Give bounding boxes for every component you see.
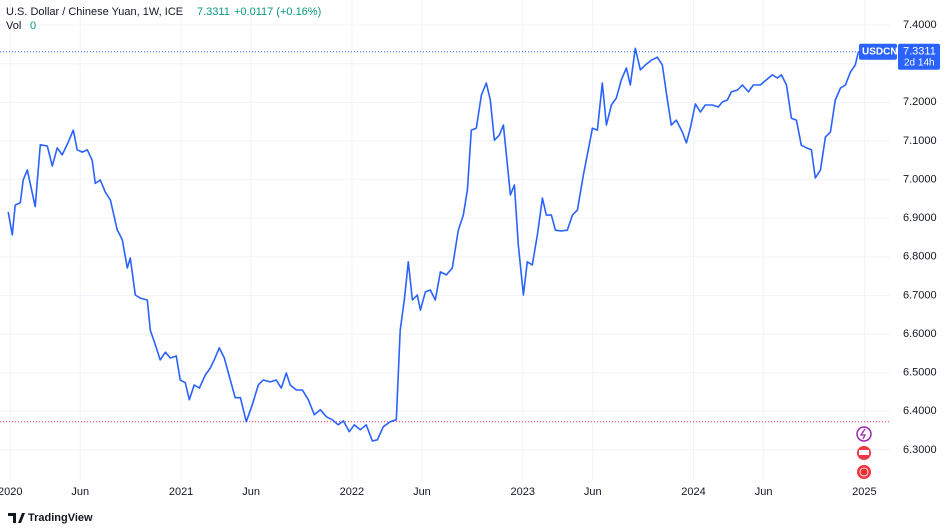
change: +0.0117 (+0.16%) <box>234 6 321 18</box>
x-tick-label: Jun <box>584 486 602 498</box>
volume: 0 <box>30 20 36 32</box>
plot: 6.3000 6.4000 6.5000 6.6000 6.7000 6.8000 6.90… <box>0 0 940 498</box>
x-tick-label: Jun <box>755 486 773 498</box>
y-tick-label: 6.7000 <box>903 289 937 301</box>
y-tick-label: 6.6000 <box>903 328 937 340</box>
x-tick-label: Jun <box>71 486 89 498</box>
y-tick-label: 6.8000 <box>903 251 937 263</box>
brand: TradingView <box>28 512 93 524</box>
x-tick-label: 2020 <box>0 486 22 498</box>
y-tick-label: 6.3000 <box>903 444 937 456</box>
last-price: 7.3311 <box>197 6 230 18</box>
chart-title: U.S. Dollar / Chinese Yuan, 1W, ICE <box>6 6 183 18</box>
x-tick-label: Jun <box>242 486 260 498</box>
y-tick-label: 6.4000 <box>903 405 937 417</box>
x-tick-label: 2024 <box>681 486 705 498</box>
icons <box>856 426 872 479</box>
y-tick-label: 6.5000 <box>903 367 937 379</box>
y-tick-label: 7.4000 <box>903 19 937 31</box>
x-tick-label: 2025 <box>852 486 876 498</box>
y-tick-label: 7.0000 <box>903 173 937 185</box>
series-tag <box>859 43 897 60</box>
x-tick-label: 2022 <box>340 486 364 498</box>
x-tick-label: Jun <box>413 486 431 498</box>
y-tick-label: 7.2000 <box>903 96 937 108</box>
x-tick-label: 2021 <box>169 486 193 498</box>
logo <box>8 513 25 523</box>
y-tick-label: 7.1000 <box>903 135 937 147</box>
price-line <box>7 47 860 442</box>
price-tag-value: 7.3311 <box>903 46 936 58</box>
x-tick-label: 2023 <box>510 486 534 498</box>
countdown: 2d 14h <box>904 57 935 68</box>
series-name: USDCNY <box>862 46 905 57</box>
price-tag <box>898 43 940 70</box>
y-tick-label: 6.9000 <box>903 212 937 224</box>
volume-label: Vol <box>6 20 21 32</box>
